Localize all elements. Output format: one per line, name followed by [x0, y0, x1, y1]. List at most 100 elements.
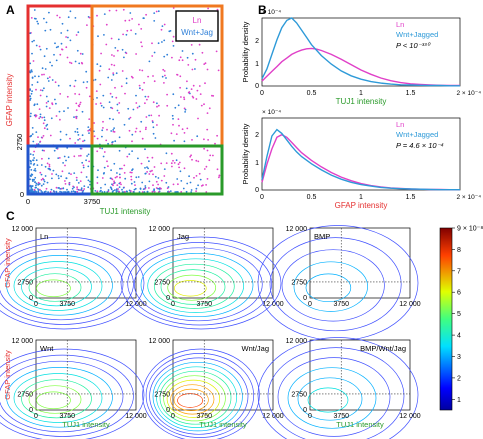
scatter-point: [189, 181, 192, 184]
scatter-point: [191, 52, 194, 55]
scatter-point: [67, 156, 70, 159]
scatter-point: [146, 156, 149, 159]
scatter-point: [163, 70, 166, 72]
scatter-point: [31, 189, 34, 192]
scatter-point: [46, 128, 49, 131]
scatter-point: [89, 180, 91, 183]
scatter-point: [45, 21, 48, 24]
contour-ytick: 0: [303, 295, 307, 302]
scatter-point: [173, 139, 176, 142]
scatter-point: [175, 159, 178, 162]
panel-b1-xmult: 2 × 10⁻⁴: [457, 90, 482, 97]
scatter-point: [126, 155, 129, 158]
scatter-point: [112, 182, 115, 185]
scatter-point: [216, 168, 219, 171]
contour-line: [177, 393, 204, 408]
contour-panel-wnt-jag: Wnt/Jag 0 3750 12 000 0 2750 12 000 TUJ1 intens…: [142, 338, 284, 439]
contour-ytick: 0: [166, 295, 170, 302]
contour-panel-name: BMP: [314, 232, 330, 241]
panel-label-a: A: [6, 3, 15, 17]
scatter-point: [57, 177, 60, 180]
scatter-point: [216, 134, 219, 137]
scatter-point: [177, 104, 180, 107]
scatter-point: [94, 190, 97, 192]
scatter-point: [69, 84, 72, 87]
scatter-point: [163, 82, 165, 84]
scatter-point: [151, 42, 153, 45]
scatter-point: [208, 107, 211, 110]
panel-a-xlabel: TUJ1 intensity: [100, 207, 151, 216]
scatter-point: [41, 116, 44, 119]
scatter-point: [34, 115, 37, 118]
contour-xtick: 12 000: [399, 413, 421, 420]
scatter-point: [80, 187, 83, 190]
scatter-point: [62, 162, 64, 164]
scatter-point: [202, 184, 204, 187]
scatter-point: [103, 151, 106, 153]
scatter-point: [203, 147, 206, 150]
contour-line: [170, 384, 215, 415]
scatter-point: [191, 158, 193, 161]
scatter-point: [157, 10, 160, 13]
scatter-point: [61, 170, 64, 173]
contour-ylabel: GFAP intensity: [3, 350, 12, 400]
scatter-point: [151, 156, 154, 159]
contour-xtick: 12 000: [262, 301, 284, 308]
scatter-point: [158, 188, 161, 190]
scatter-point: [33, 157, 35, 159]
scatter-point: [155, 187, 158, 189]
scatter-point: [199, 178, 202, 181]
scatter-point: [74, 190, 76, 193]
scatter-point: [179, 56, 182, 59]
colorbar-tick-label: 9 × 10⁻⁸: [457, 226, 483, 233]
scatter-point: [89, 183, 91, 186]
scatter-point: [79, 103, 81, 106]
scatter-point: [31, 127, 34, 129]
scatter-point: [170, 152, 173, 155]
scatter-point: [124, 177, 127, 180]
scatter-point: [56, 14, 59, 17]
scatter-point: [114, 86, 116, 89]
scatter-point: [141, 45, 143, 48]
contour-line: [13, 261, 103, 311]
contour-line: [156, 366, 238, 428]
scatter-point: [101, 177, 104, 179]
scatter-point: [148, 180, 151, 183]
scatter-point: [131, 140, 133, 143]
scatter-point: [31, 178, 34, 181]
contour-line: [6, 255, 113, 316]
panel-b2-xmult: 2 × 10⁻⁴: [457, 194, 482, 201]
scatter-point: [199, 93, 202, 95]
contour-panel-name: Jag: [177, 232, 189, 241]
panel-a-xtick-0: 0: [26, 197, 30, 206]
scatter-point: [102, 106, 105, 109]
scatter-point: [32, 60, 35, 62]
contour-line: [0, 236, 145, 330]
scatter-point: [179, 75, 182, 78]
scatter-point: [168, 191, 171, 193]
scatter-point: [116, 175, 118, 178]
scatter-point: [133, 188, 136, 191]
contour-panel-bmp-wnt-jag: BMP/Wnt/Jag 0 3750 12 000 0 2750 12 000 TUJ1 in…: [257, 337, 421, 439]
scatter-point: [111, 96, 114, 98]
scatter-point: [66, 191, 69, 193]
scatter-point: [217, 69, 220, 72]
scatter-point: [125, 82, 128, 85]
scatter-point: [30, 17, 33, 19]
contour-panel-frame: [172, 227, 274, 299]
scatter-point: [214, 142, 216, 145]
contour-ytick: 0: [29, 295, 33, 302]
scatter-point: [59, 118, 61, 121]
scatter-point: [102, 120, 104, 123]
scatter-point: [39, 115, 42, 118]
scatter-point: [52, 169, 55, 172]
scatter-point: [30, 175, 32, 178]
scatter-point: [100, 52, 102, 55]
scatter-point: [152, 126, 155, 129]
contour-xtick: 12 000: [262, 413, 284, 420]
scatter-point: [212, 154, 214, 157]
scatter-point: [178, 166, 181, 169]
scatter-point: [185, 87, 188, 90]
scatter-point: [134, 184, 136, 187]
scatter-point: [114, 140, 117, 143]
